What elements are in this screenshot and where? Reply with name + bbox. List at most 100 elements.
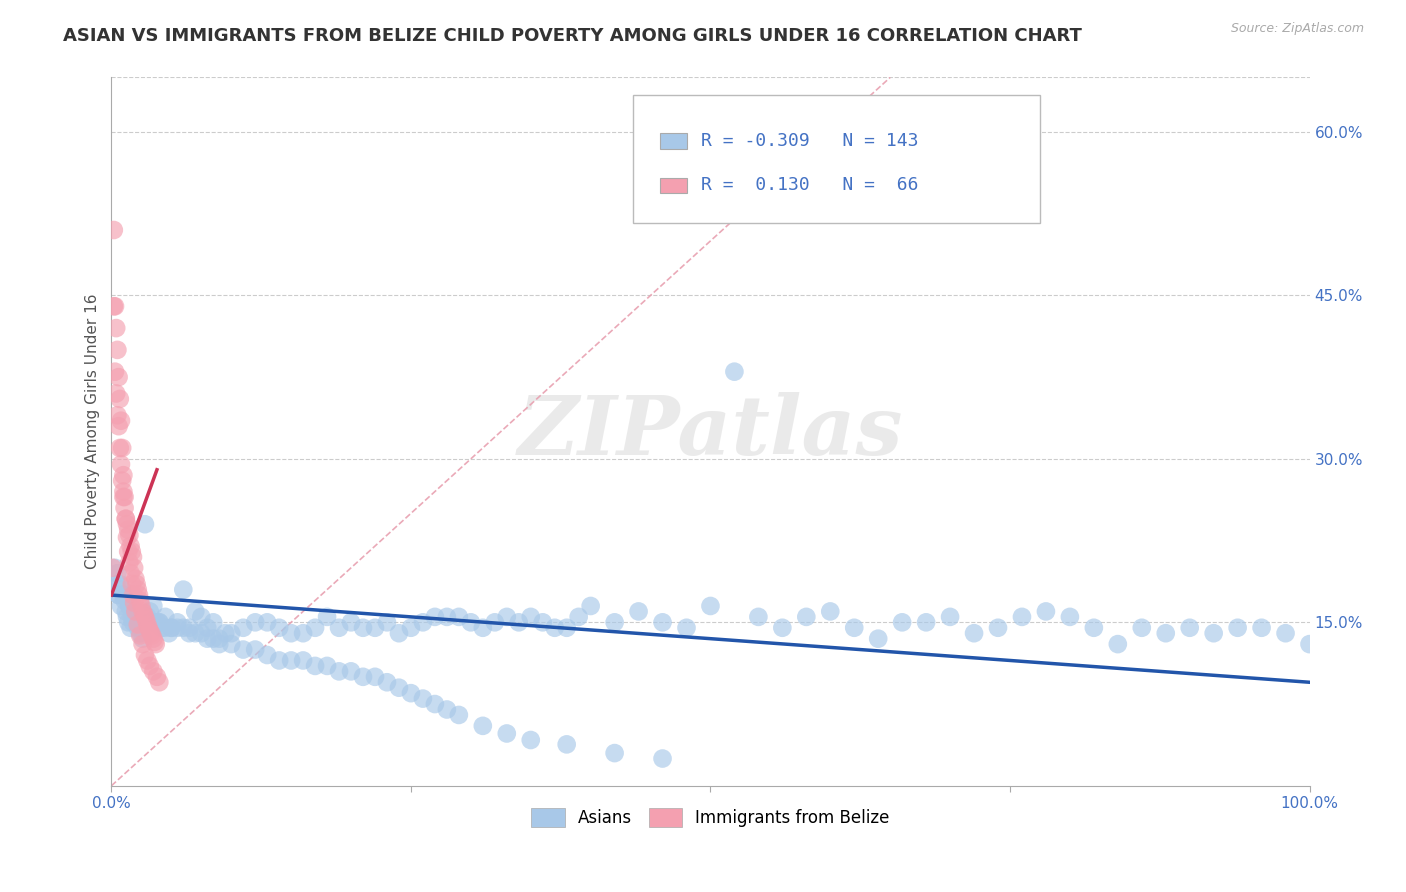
Point: [388, 626, 411, 640]
Point: [202, 632, 225, 646]
Point: [146, 615, 169, 630]
Point: [544, 621, 567, 635]
Point: [121, 544, 143, 558]
Point: [243, 642, 266, 657]
Point: [141, 628, 163, 642]
Point: [375, 675, 398, 690]
Point: [1154, 626, 1177, 640]
Point: [131, 604, 153, 618]
Point: [891, 615, 914, 630]
Point: [436, 702, 458, 716]
Point: [118, 528, 141, 542]
Point: [145, 637, 167, 651]
Point: [555, 738, 578, 752]
Point: [105, 321, 128, 335]
Point: [134, 517, 156, 532]
Point: [232, 621, 254, 635]
Point: [447, 610, 470, 624]
Point: [399, 686, 422, 700]
Point: [108, 392, 131, 406]
Point: [399, 621, 422, 635]
Point: [471, 621, 494, 635]
Point: [280, 626, 302, 640]
Point: [157, 626, 180, 640]
Point: [105, 386, 128, 401]
Point: [915, 615, 938, 630]
Point: [280, 653, 302, 667]
Point: [208, 637, 231, 651]
Point: [155, 621, 177, 635]
Point: [412, 615, 434, 630]
Point: [1059, 610, 1081, 624]
Point: [115, 517, 138, 532]
Point: [114, 593, 136, 607]
Point: [568, 610, 591, 624]
Point: [139, 659, 162, 673]
Point: [121, 610, 143, 624]
Point: [125, 577, 148, 591]
Point: [120, 566, 142, 581]
Point: [292, 653, 315, 667]
Point: [122, 596, 145, 610]
Point: [131, 632, 153, 646]
Point: [127, 621, 149, 635]
Point: [219, 637, 242, 651]
Y-axis label: Child Poverty Among Girls Under 16: Child Poverty Among Girls Under 16: [86, 293, 100, 569]
Point: [107, 588, 129, 602]
Point: [531, 615, 554, 630]
Point: [844, 621, 866, 635]
Point: [939, 610, 962, 624]
Point: [136, 617, 159, 632]
Point: [651, 615, 673, 630]
Point: [124, 604, 146, 618]
Point: [115, 610, 138, 624]
FancyBboxPatch shape: [661, 133, 686, 149]
Point: [107, 409, 129, 423]
Point: [179, 621, 201, 635]
Point: [555, 621, 578, 635]
Point: [148, 615, 170, 630]
Point: [603, 746, 626, 760]
Point: [1035, 604, 1057, 618]
Point: [111, 474, 134, 488]
Point: [1274, 626, 1296, 640]
Point: [1130, 621, 1153, 635]
Point: [136, 610, 159, 624]
Point: [675, 621, 697, 635]
Point: [124, 604, 146, 618]
Point: [770, 621, 793, 635]
Point: [117, 544, 139, 558]
Point: [108, 441, 131, 455]
Point: [651, 751, 673, 765]
Point: [120, 539, 142, 553]
Point: [232, 642, 254, 657]
Point: [110, 599, 132, 613]
Point: [150, 621, 173, 635]
Point: [495, 726, 517, 740]
Point: [112, 588, 135, 602]
Point: [794, 610, 817, 624]
Point: [868, 632, 890, 646]
Point: [122, 549, 145, 564]
Point: [460, 615, 482, 630]
FancyBboxPatch shape: [661, 178, 686, 194]
Point: [340, 665, 363, 679]
Point: [1107, 637, 1129, 651]
Point: [129, 593, 152, 607]
Text: ASIAN VS IMMIGRANTS FROM BELIZE CHILD POVERTY AMONG GIRLS UNDER 16 CORRELATION C: ASIAN VS IMMIGRANTS FROM BELIZE CHILD PO…: [63, 27, 1083, 45]
FancyBboxPatch shape: [633, 95, 1040, 223]
Point: [190, 610, 212, 624]
Point: [292, 626, 315, 640]
Point: [110, 458, 132, 472]
Point: [135, 613, 157, 627]
Point: [143, 635, 166, 649]
Point: [1202, 626, 1225, 640]
Point: [179, 626, 201, 640]
Point: [107, 419, 129, 434]
Point: [104, 561, 127, 575]
Point: [139, 604, 162, 618]
Point: [1250, 621, 1272, 635]
Point: [436, 610, 458, 624]
Point: [136, 653, 159, 667]
Point: [195, 621, 218, 635]
